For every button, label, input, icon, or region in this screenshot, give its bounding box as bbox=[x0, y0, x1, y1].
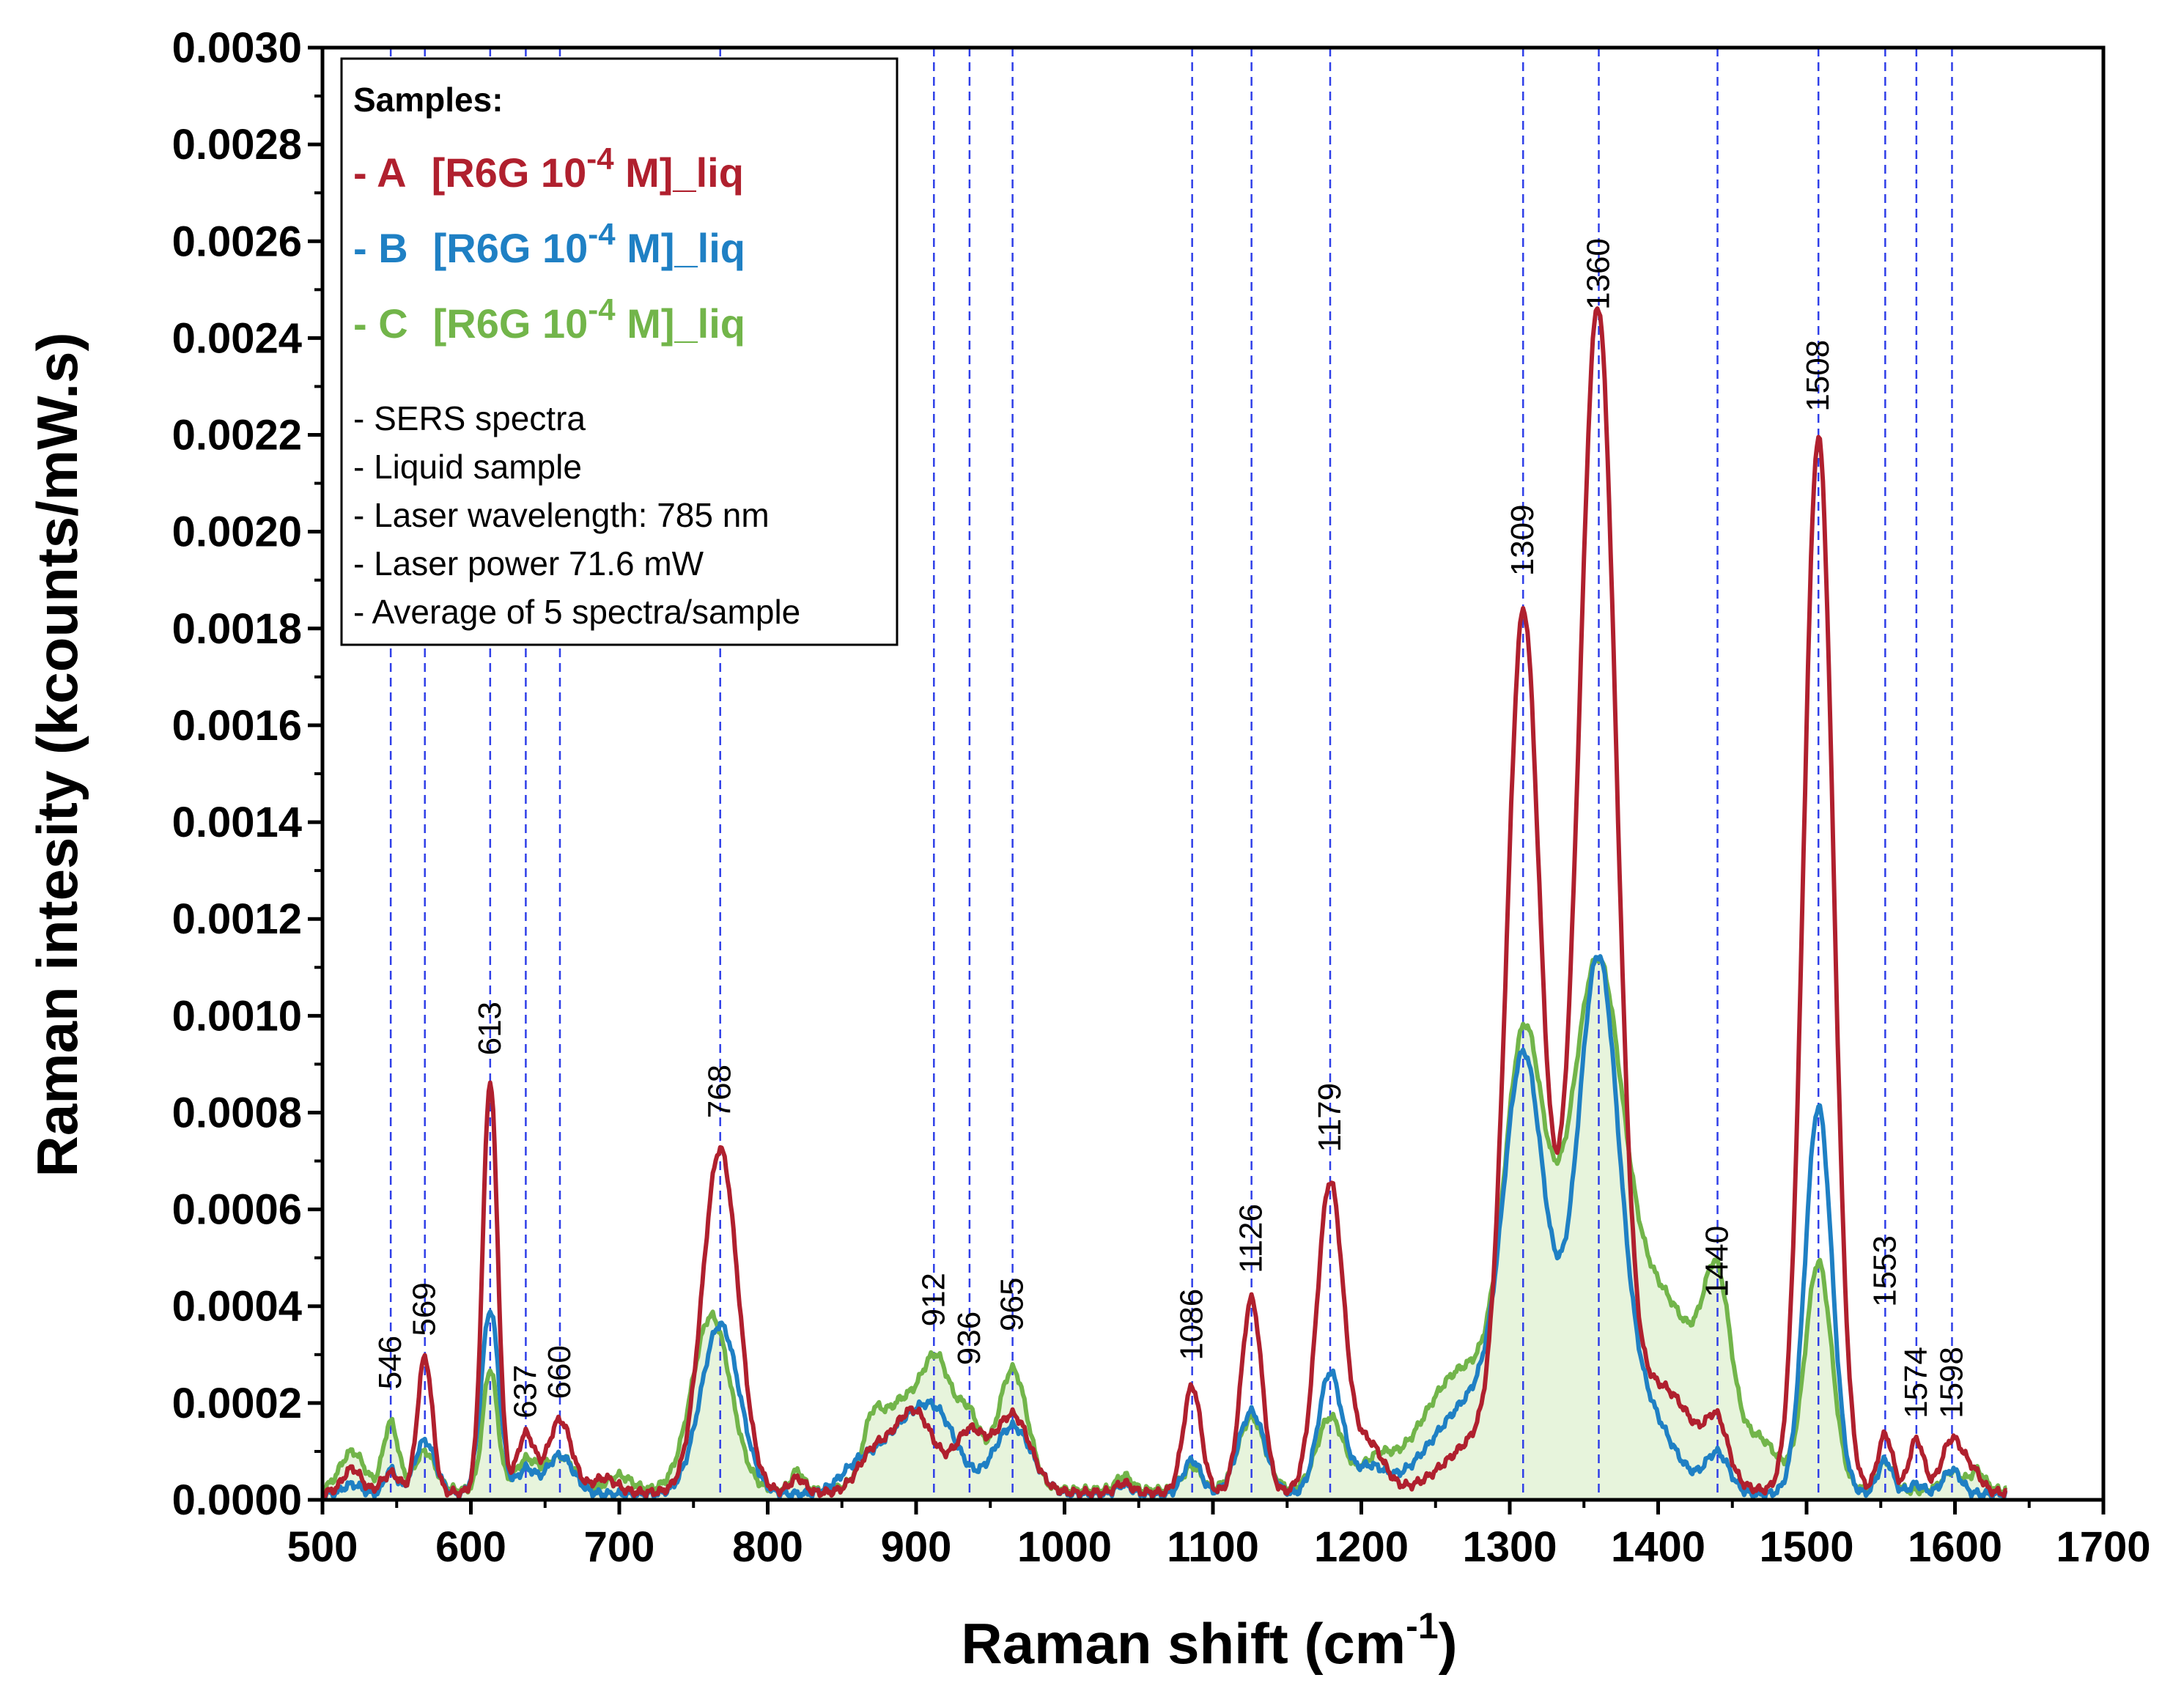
legend-note-4: - Average of 5 spectra/sample bbox=[353, 593, 800, 631]
legend-entry-label: [R6G 10 bbox=[432, 149, 587, 196]
y-tick-label-0.0024: 0.0024 bbox=[172, 314, 302, 362]
y-tick-label-0.0000: 0.0000 bbox=[172, 1476, 302, 1524]
x-axis-title: Raman shift (cm-1) bbox=[961, 1605, 1457, 1676]
y-tick-label-0.0006: 0.0006 bbox=[172, 1186, 302, 1234]
legend-entry-2: - C [R6G 10-4 M]_liq bbox=[353, 292, 745, 347]
x-tick-label-900: 900 bbox=[881, 1523, 952, 1571]
y-tick-label-0.0016: 0.0016 bbox=[172, 702, 302, 750]
y-axis-title: Raman intesity (kcounts/mW.s) bbox=[25, 333, 89, 1177]
legend-entry-suffix: M]_liq bbox=[616, 225, 745, 271]
series-C-line bbox=[322, 955, 2008, 1497]
peak-label-613: 613 bbox=[472, 1002, 508, 1055]
legend-entry-1: - B [R6G 10-4 M]_liq bbox=[353, 217, 745, 271]
legend-entries: - A [R6G 10-4 M]_liq- B [R6G 10-4 M]_liq- … bbox=[353, 141, 745, 347]
x-tick-label-1000: 1000 bbox=[1017, 1523, 1112, 1571]
series-C-fill bbox=[322, 957, 2007, 1500]
peak-label-1179: 1179 bbox=[1312, 1083, 1348, 1153]
x-axis-title-sup: -1 bbox=[1406, 1605, 1438, 1646]
legend-entry-prefix: - C bbox=[353, 300, 408, 347]
y-tick-label-0.0030: 0.0030 bbox=[172, 24, 302, 72]
legend-heading: Samples: bbox=[353, 81, 503, 119]
series-A-line bbox=[322, 306, 2008, 1500]
peak-label-1086: 1086 bbox=[1174, 1289, 1210, 1361]
y-tick-label-0.0004: 0.0004 bbox=[172, 1283, 302, 1331]
peak-label-1309: 1309 bbox=[1505, 504, 1541, 576]
ticks-layer: 500 600 700 800 900 1000 1100 1200 1300 1400 1500 1… bbox=[172, 24, 2151, 1571]
legend-entry-label: [R6G 10 bbox=[433, 300, 589, 347]
x-axis-title-main: Raman shift (cm bbox=[961, 1611, 1406, 1676]
legend-entry-sup: -4 bbox=[588, 292, 616, 327]
peak-label-1360: 1360 bbox=[1581, 238, 1617, 310]
peak-label-1598: 1598 bbox=[1934, 1347, 1970, 1419]
y-tick-label-0.0018: 0.0018 bbox=[172, 605, 302, 653]
y-tick-label-0.0002: 0.0002 bbox=[172, 1380, 302, 1427]
x-axis-title-end: ) bbox=[1439, 1611, 1458, 1676]
peak-label-637: 637 bbox=[507, 1364, 543, 1418]
legend-box bbox=[340, 57, 899, 646]
x-tick-label-800: 800 bbox=[732, 1523, 803, 1571]
legend-note-1: - Liquid sample bbox=[353, 448, 582, 486]
legend-entry-suffix: M]_liq bbox=[616, 300, 745, 347]
y-tick-label-0.0012: 0.0012 bbox=[172, 895, 302, 943]
peak-label-546: 546 bbox=[372, 1336, 408, 1389]
legend-notes: - SERS spectra - Liquid sample - Laser wav… bbox=[353, 399, 800, 631]
y-tick-label-0.0028: 0.0028 bbox=[172, 121, 302, 169]
x-tick-label-700: 700 bbox=[584, 1523, 655, 1571]
series-layer bbox=[322, 306, 2008, 1501]
series-B-line bbox=[322, 954, 2008, 1501]
peak-label-1553: 1553 bbox=[1867, 1235, 1903, 1307]
peak-label-768: 768 bbox=[702, 1065, 738, 1118]
x-tick-label-500: 500 bbox=[287, 1523, 358, 1571]
x-tick-label-1100: 1100 bbox=[1167, 1523, 1259, 1571]
peak-label-1126: 1126 bbox=[1233, 1204, 1269, 1273]
peak-label-936: 936 bbox=[951, 1312, 987, 1365]
x-tick-label-600: 600 bbox=[435, 1523, 506, 1571]
peak-label-912: 912 bbox=[915, 1273, 951, 1326]
legend-note-0: - SERS spectra bbox=[353, 399, 586, 437]
y-tick-label-0.0010: 0.0010 bbox=[172, 992, 302, 1040]
y-tick-label-0.0022: 0.0022 bbox=[172, 412, 302, 459]
legend: Samples: - A [R6G 10-4 M]_liq- B [R6G 10-4… bbox=[340, 57, 899, 646]
legend-entry-label: [R6G 10 bbox=[433, 225, 589, 271]
peak-label-965: 965 bbox=[995, 1278, 1030, 1331]
x-tick-label-1500: 1500 bbox=[1759, 1523, 1853, 1571]
x-tick-label-1400: 1400 bbox=[1611, 1523, 1705, 1571]
legend-note-2: - Laser wavelength: 785 nm bbox=[353, 496, 770, 534]
peak-label-1508: 1508 bbox=[1800, 340, 1836, 412]
y-tick-label-0.0020: 0.0020 bbox=[172, 508, 302, 556]
fill-area-layer bbox=[322, 957, 2007, 1500]
y-tick-label-0.0026: 0.0026 bbox=[172, 218, 302, 265]
legend-entry-suffix: M]_liq bbox=[614, 149, 744, 196]
legend-entry-sup: -4 bbox=[586, 141, 614, 176]
legend-entry-prefix: - A bbox=[353, 149, 407, 196]
y-tick-label-0.0008: 0.0008 bbox=[172, 1089, 302, 1136]
legend-note-3: - Laser power 71.6 mW bbox=[353, 544, 704, 582]
x-tick-label-1700: 1700 bbox=[2056, 1523, 2150, 1571]
peak-label-1440: 1440 bbox=[1700, 1226, 1735, 1298]
peak-label-569: 569 bbox=[407, 1282, 443, 1336]
x-tick-label-1600: 1600 bbox=[1908, 1523, 2002, 1571]
legend-entry-0: - A [R6G 10-4 M]_liq bbox=[353, 141, 744, 196]
x-tick-label-1200: 1200 bbox=[1314, 1523, 1409, 1571]
peak-label-1574: 1574 bbox=[1898, 1347, 1934, 1419]
peak-label-660: 660 bbox=[542, 1345, 578, 1399]
y-tick-label-0.0014: 0.0014 bbox=[172, 799, 302, 846]
legend-entry-prefix: - B bbox=[353, 225, 408, 271]
legend-entry-sup: -4 bbox=[588, 217, 616, 251]
x-tick-label-1300: 1300 bbox=[1462, 1523, 1557, 1571]
